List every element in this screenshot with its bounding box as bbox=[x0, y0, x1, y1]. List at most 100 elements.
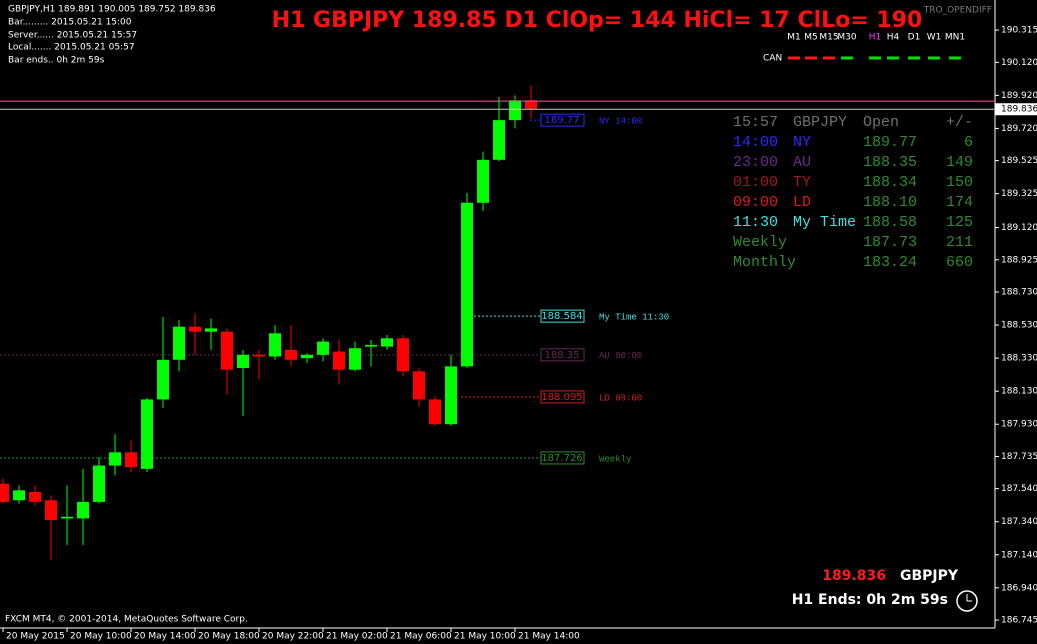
candle-body bbox=[349, 348, 362, 370]
indicator-name: TRO_OPENDIFF bbox=[923, 6, 992, 16]
candle-body bbox=[493, 120, 506, 160]
level-label: My Time 11:30 bbox=[599, 313, 669, 323]
candle-body bbox=[125, 452, 138, 468]
row-open: 188.34 bbox=[863, 174, 917, 191]
row-name: Monthly bbox=[733, 254, 796, 271]
level-value: 188.584 bbox=[541, 311, 582, 322]
y-tick-label: 189.720 bbox=[1001, 124, 1037, 134]
bid-tag bbox=[995, 103, 1037, 116]
row-diff: 211 bbox=[946, 234, 973, 251]
timeframe-button[interactable]: D1 bbox=[908, 33, 921, 43]
row-open: 188.10 bbox=[863, 194, 917, 211]
candle-body bbox=[173, 326, 186, 360]
level-box bbox=[540, 451, 585, 465]
y-tick-label: 187.140 bbox=[1001, 550, 1037, 560]
row-open: 189.77 bbox=[863, 134, 917, 151]
candle-body bbox=[189, 326, 202, 332]
timeframe-button[interactable]: M5 bbox=[804, 33, 818, 43]
can-label: CAN bbox=[763, 54, 782, 64]
candle-body bbox=[93, 465, 106, 502]
level-label: NY 14:00 bbox=[599, 117, 642, 127]
row-diff: 6 bbox=[964, 134, 973, 151]
bar-ends: Bar ends.. 0h 2m 59s bbox=[8, 56, 105, 66]
candle-body bbox=[77, 501, 90, 519]
row-diff: 125 bbox=[946, 214, 973, 231]
row-diff: 150 bbox=[946, 174, 973, 191]
row-name: AU bbox=[793, 154, 811, 171]
local-info: Local....... 2015.05.21 05:57 bbox=[8, 43, 135, 53]
y-tick-label: 189.920 bbox=[1001, 91, 1037, 101]
level-value: 188.095 bbox=[541, 392, 582, 403]
candle-body bbox=[397, 338, 410, 372]
clock-hands bbox=[966, 594, 972, 602]
y-tick-label: 187.930 bbox=[1001, 420, 1037, 430]
title: H1 GBPJPY 189.85 D1 ClOp= 144 HiCl= 17 C… bbox=[272, 8, 923, 33]
y-tick-label: 188.530 bbox=[1001, 321, 1037, 331]
symbol-line: GBPJPY,H1 189.891 190.005 189.752 189.83… bbox=[8, 5, 216, 15]
y-tick-label: 189.325 bbox=[1001, 189, 1037, 199]
candle-body bbox=[333, 351, 346, 370]
timeframe-button[interactable]: H1 bbox=[869, 33, 882, 43]
table-header: +/- bbox=[946, 114, 973, 131]
candle-body bbox=[381, 338, 394, 347]
candle-body bbox=[157, 359, 170, 400]
timeframe-button[interactable]: W1 bbox=[927, 33, 942, 43]
x-tick-label: 20 May 18:00 bbox=[198, 632, 260, 642]
y-tick-label: 187.735 bbox=[1001, 452, 1037, 462]
bar-info: Bar......... 2015.05.21 15:00 bbox=[8, 18, 132, 28]
candle-body bbox=[445, 366, 458, 425]
y-tick-label: 187.340 bbox=[1001, 517, 1037, 527]
level-box bbox=[540, 309, 585, 323]
candle-body bbox=[269, 333, 282, 357]
candle-body bbox=[109, 452, 122, 466]
x-tick-label: 20 May 10:00 bbox=[70, 632, 132, 642]
copyright: FXCM MT4, © 2001-2014, MetaQuotes Softwa… bbox=[5, 615, 248, 625]
candle-body bbox=[317, 341, 330, 355]
row-name: LD bbox=[793, 194, 811, 211]
y-tick-label: 188.925 bbox=[1001, 255, 1037, 265]
candle-body bbox=[45, 500, 58, 521]
x-tick-label: 21 May 14:00 bbox=[518, 632, 580, 642]
timeframe-button[interactable]: M30 bbox=[837, 33, 856, 43]
y-tick-label: 189.525 bbox=[1001, 156, 1037, 166]
candle-body bbox=[413, 371, 426, 400]
y-tick-label: 187.540 bbox=[1001, 484, 1037, 494]
level-box bbox=[540, 390, 585, 404]
y-tick-label: 186.745 bbox=[1001, 616, 1037, 626]
candle-body bbox=[29, 491, 42, 502]
candle-body bbox=[525, 100, 538, 109]
row-time: 23:00 bbox=[733, 154, 778, 171]
row-time: 11:30 bbox=[733, 214, 778, 231]
row-diff: 149 bbox=[946, 154, 973, 171]
level-label: LD 09:00 bbox=[599, 393, 642, 403]
clock-icon bbox=[956, 590, 978, 612]
timeframe-button[interactable]: M15 bbox=[819, 33, 838, 43]
y-tick-label: 190.315 bbox=[1001, 26, 1037, 36]
level-label: AU 00:00 bbox=[599, 351, 642, 361]
timeframe-button[interactable]: M1 bbox=[787, 33, 801, 43]
candle-body bbox=[61, 516, 74, 519]
x-tick-label: 20 May 14:00 bbox=[134, 632, 196, 642]
x-tick-label: 21 May 02:00 bbox=[326, 632, 388, 642]
candle-body bbox=[365, 344, 378, 347]
row-name: My Time bbox=[793, 214, 856, 231]
row-diff: 174 bbox=[946, 194, 973, 211]
candle-body bbox=[141, 399, 154, 469]
timeframe-button[interactable]: H4 bbox=[887, 33, 900, 43]
row-time: 01:00 bbox=[733, 174, 778, 191]
y-tick-label: 189.120 bbox=[1001, 223, 1037, 233]
table-header: Open bbox=[863, 114, 899, 131]
candle-body bbox=[477, 159, 490, 203]
row-name: NY bbox=[793, 134, 811, 151]
x-tick-label: 20 May 2015 bbox=[6, 632, 65, 642]
table-header: 15:57 bbox=[733, 114, 778, 131]
x-tick-label: 20 May 22:00 bbox=[262, 632, 324, 642]
y-tick-label: 186.940 bbox=[1001, 583, 1037, 593]
row-time: 09:00 bbox=[733, 194, 778, 211]
candle-body bbox=[0, 483, 10, 502]
row-open: 188.58 bbox=[863, 214, 917, 231]
timeframe-button[interactable]: MN1 bbox=[945, 33, 965, 43]
